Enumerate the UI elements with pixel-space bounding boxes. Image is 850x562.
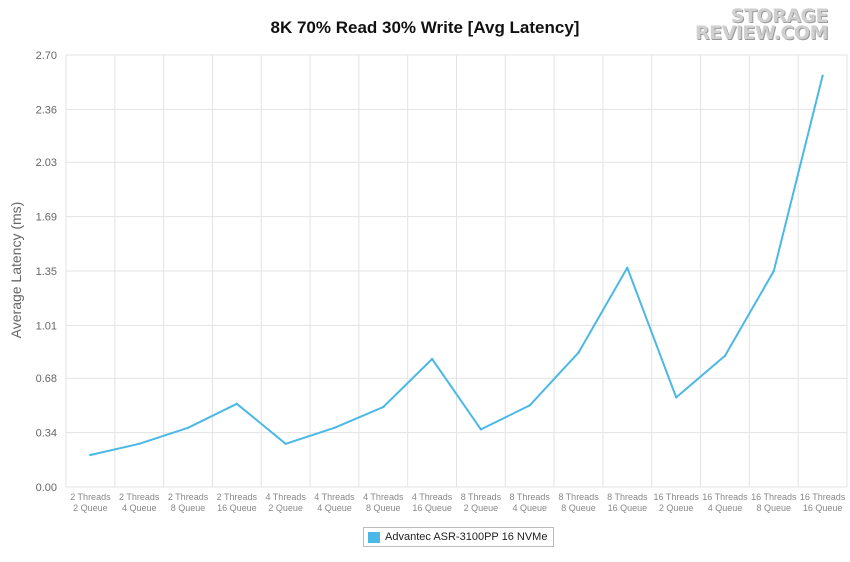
data-point xyxy=(89,453,92,457)
data-point xyxy=(772,269,775,273)
y-tick-label: 0.34 xyxy=(36,428,57,440)
x-tick-label: 2 Threads 16 Queue xyxy=(217,492,258,513)
x-tick-label: 16 Threads 2 Queue xyxy=(653,492,699,513)
y-axis-ticks: 0.00 0.34 0.68 1.01 1.35 1.69 2.03 2.36 2.70 xyxy=(36,50,57,494)
x-tick-label: 16 Threads 4 Queue xyxy=(702,492,748,513)
y-tick-label: 2.36 xyxy=(36,104,57,116)
x-tick-label: 2 Threads 2 Queue xyxy=(70,492,111,513)
y-tick-label: 0.00 xyxy=(36,482,57,494)
x-tick-label: 8 Threads 16 Queue xyxy=(607,492,648,513)
data-point xyxy=(333,426,336,429)
data-point xyxy=(430,357,434,361)
legend[interactable]: Advantec ASR-3100PP 16 NVMe xyxy=(363,527,555,547)
x-tick-label: 4 Threads 4 Queue xyxy=(314,492,355,513)
chart-title: 8K 70% Read 30% Write [Avg Latency] xyxy=(270,18,580,37)
data-point xyxy=(479,428,483,431)
y-axis-title: Average Latency (ms) xyxy=(8,202,24,339)
y-tick-label: 2.70 xyxy=(36,50,57,62)
data-point xyxy=(186,426,190,429)
data-point xyxy=(528,404,531,407)
x-tick-label: 4 Threads 8 Queue xyxy=(363,492,404,513)
storagereview-logo: STORAGE REVIEW.COM xyxy=(695,5,829,44)
y-tick-label: 1.35 xyxy=(36,266,57,278)
x-tick-label: 8 Threads 8 Queue xyxy=(558,492,599,513)
legend-swatch xyxy=(368,531,380,543)
x-axis-ticks: 2 Threads 2 Queue 2 Threads 4 Queue 2 Thread… xyxy=(70,492,846,513)
x-tick-label: 8 Threads 4 Queue xyxy=(510,492,551,513)
data-point xyxy=(674,396,678,399)
y-tick-label: 2.03 xyxy=(36,157,57,169)
series-lines xyxy=(89,74,824,457)
x-tick-label: 2 Threads 8 Queue xyxy=(168,492,209,513)
x-tick-label: 8 Threads 2 Queue xyxy=(461,492,502,513)
x-tick-label: 16 Threads 8 Queue xyxy=(751,492,797,513)
x-tick-label: 16 Threads 16 Queue xyxy=(800,492,846,513)
data-point xyxy=(382,405,385,409)
data-point xyxy=(821,74,824,78)
series-line xyxy=(90,75,824,456)
y-tick-label: 1.69 xyxy=(36,212,57,224)
data-point xyxy=(138,442,141,445)
data-point xyxy=(723,354,727,357)
legend-label: Advantec ASR-3100PP 16 NVMe xyxy=(385,531,548,543)
x-tick-label: 4 Threads 2 Queue xyxy=(265,492,306,513)
y-tick-label: 0.68 xyxy=(36,373,57,385)
data-point xyxy=(235,402,239,405)
data-point xyxy=(284,442,287,445)
logo-line-2: REVIEW.COM xyxy=(695,22,829,44)
grid-lines xyxy=(65,54,848,488)
data-point xyxy=(577,351,580,354)
x-tick-label: 2 Threads 4 Queue xyxy=(119,492,160,513)
x-tick-label: 4 Threads 16 Queue xyxy=(412,492,453,513)
logo-line-1: STORAGE xyxy=(730,5,829,27)
y-tick-label: 1.01 xyxy=(36,320,57,332)
data-point xyxy=(626,266,629,269)
